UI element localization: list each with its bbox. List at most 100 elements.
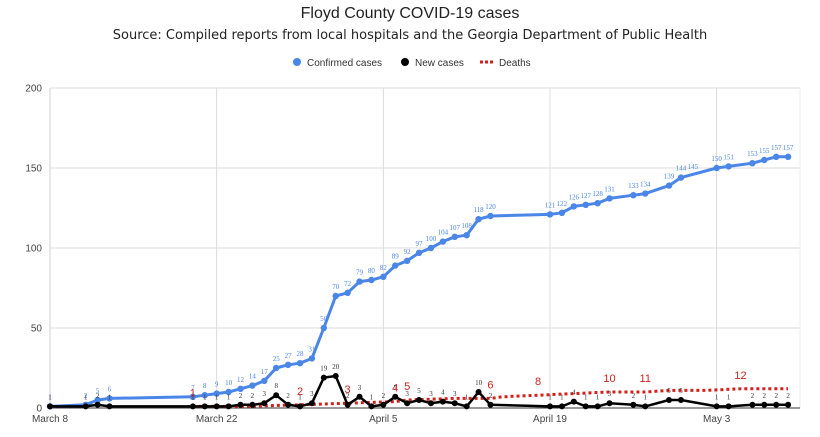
new-cases-point <box>285 401 292 408</box>
x-tick-label: May 3 <box>703 414 731 425</box>
confirmed-point <box>213 390 220 397</box>
new-cases-point <box>427 400 434 407</box>
confirmed-point <box>546 211 554 218</box>
new-cases-point <box>392 393 399 400</box>
new-cases-data-label: 8 <box>274 382 278 390</box>
confirmed-data-label: 133 <box>628 182 639 190</box>
deaths-data-label: 6 <box>487 379 493 391</box>
confirmed-point <box>427 244 435 252</box>
confirmed-data-label: 153 <box>747 150 758 158</box>
confirmed-data-label: 10 <box>225 379 233 387</box>
confirmed-point <box>368 276 375 284</box>
legend-deaths-label: Deaths <box>499 58 531 69</box>
new-cases-point <box>594 403 601 410</box>
new-cases-data-label: 1 <box>370 393 374 401</box>
new-cases-point <box>487 401 494 408</box>
new-cases-data-label: 3 <box>429 390 433 398</box>
new-cases-point <box>297 403 303 410</box>
new-cases-data-label: 3 <box>405 390 409 398</box>
confirmed-data-label: 157 <box>783 144 794 152</box>
chart-subtitle: Source: Compiled reports from local hosp… <box>113 28 707 43</box>
confirmed-point <box>677 174 685 181</box>
new-cases-point <box>463 403 470 410</box>
new-cases-data-label: 1 <box>191 393 195 401</box>
new-cases-data-label: 5 <box>679 387 683 395</box>
new-cases-point <box>82 403 89 410</box>
new-cases-point <box>558 403 565 410</box>
new-cases-point <box>106 403 113 410</box>
new-cases-data-label: 5 <box>417 387 421 395</box>
new-cases-point <box>273 392 280 399</box>
deaths-data-label: 5 <box>404 381 410 393</box>
new-cases-data-label: 1 <box>643 393 647 401</box>
legend-confirmed-marker <box>293 58 301 66</box>
y-tick-label: 100 <box>25 244 42 255</box>
new-cases-point <box>94 401 101 408</box>
new-cases-point <box>725 403 732 410</box>
y-tick-label: 150 <box>25 164 42 175</box>
confirmed-data-label: 80 <box>368 267 376 275</box>
x-tick-label: April 5 <box>369 414 398 425</box>
new-cases-data-label: 1 <box>715 393 719 401</box>
confirmed-point <box>308 355 316 362</box>
confirmed-data-label: 7 <box>191 384 195 392</box>
new-cases-point <box>404 400 411 407</box>
confirmed-data-label: 79 <box>356 269 364 277</box>
new-cases-data-label: 3 <box>453 390 457 398</box>
confirmed-data-label: 118 <box>473 206 484 214</box>
new-cases-data-label: 3 <box>310 390 314 398</box>
new-cases-point <box>630 401 637 408</box>
new-cases-point <box>547 403 553 410</box>
chart-title: Floyd County COVID-19 cases <box>301 5 520 22</box>
confirmed-data-label: 104 <box>438 229 449 237</box>
confirmed-line <box>49 155 789 408</box>
confirmed-point <box>761 156 768 164</box>
confirmed-data-label: 27 <box>285 352 293 360</box>
new-cases-point <box>225 403 232 410</box>
new-cases-data-label: 2 <box>774 392 778 400</box>
confirmed-point <box>237 385 244 392</box>
new-cases-point <box>713 403 720 410</box>
y-tick-label: 50 <box>31 324 43 335</box>
confirmed-data-label: 131 <box>604 185 615 193</box>
new-cases-point <box>451 400 458 407</box>
new-cases-data-label: 2 <box>763 392 767 400</box>
new-cases-point <box>249 401 256 408</box>
new-cases-data-label: 2 <box>239 392 243 400</box>
confirmed-data-label: 2 <box>84 392 88 400</box>
confirmed-point <box>380 273 387 280</box>
new-cases-point <box>332 373 339 379</box>
confirmed-point <box>332 292 339 300</box>
legend-new-label: New cases <box>415 58 464 69</box>
new-cases-data-label: 2 <box>489 392 493 400</box>
new-cases-data-label: 20 <box>332 363 340 371</box>
new-cases-point <box>606 400 613 407</box>
confirmed-point <box>403 257 411 264</box>
deaths-data-label: 4 <box>392 383 398 395</box>
new-cases-point <box>570 398 577 405</box>
confirmed-data-label: 25 <box>273 355 281 363</box>
confirmed-point <box>642 190 649 197</box>
confirmed-point <box>356 278 363 285</box>
new-cases-data-label: 1 <box>596 393 600 401</box>
new-cases-data-label: 1 <box>298 393 302 401</box>
confirmed-point <box>249 382 256 389</box>
confirmed-point <box>784 153 792 160</box>
confirmed-data-label: 121 <box>545 201 556 209</box>
confirmed-point <box>189 393 197 400</box>
new-cases-point <box>237 401 244 408</box>
confirmed-data-label: 8 <box>203 382 207 390</box>
new-cases-point <box>416 397 423 403</box>
new-cases-data-label: 19 <box>320 365 328 373</box>
confirmed-point <box>225 388 232 396</box>
y-tick-label: 200 <box>25 84 42 95</box>
new-cases-data-label: 7 <box>393 384 397 392</box>
new-cases-point <box>213 403 220 410</box>
confirmed-data-label: 150 <box>711 155 722 163</box>
confirmed-point <box>451 233 458 240</box>
confirmed-point <box>594 200 601 207</box>
confirmed-point <box>344 289 351 296</box>
confirmed-point <box>463 232 470 239</box>
